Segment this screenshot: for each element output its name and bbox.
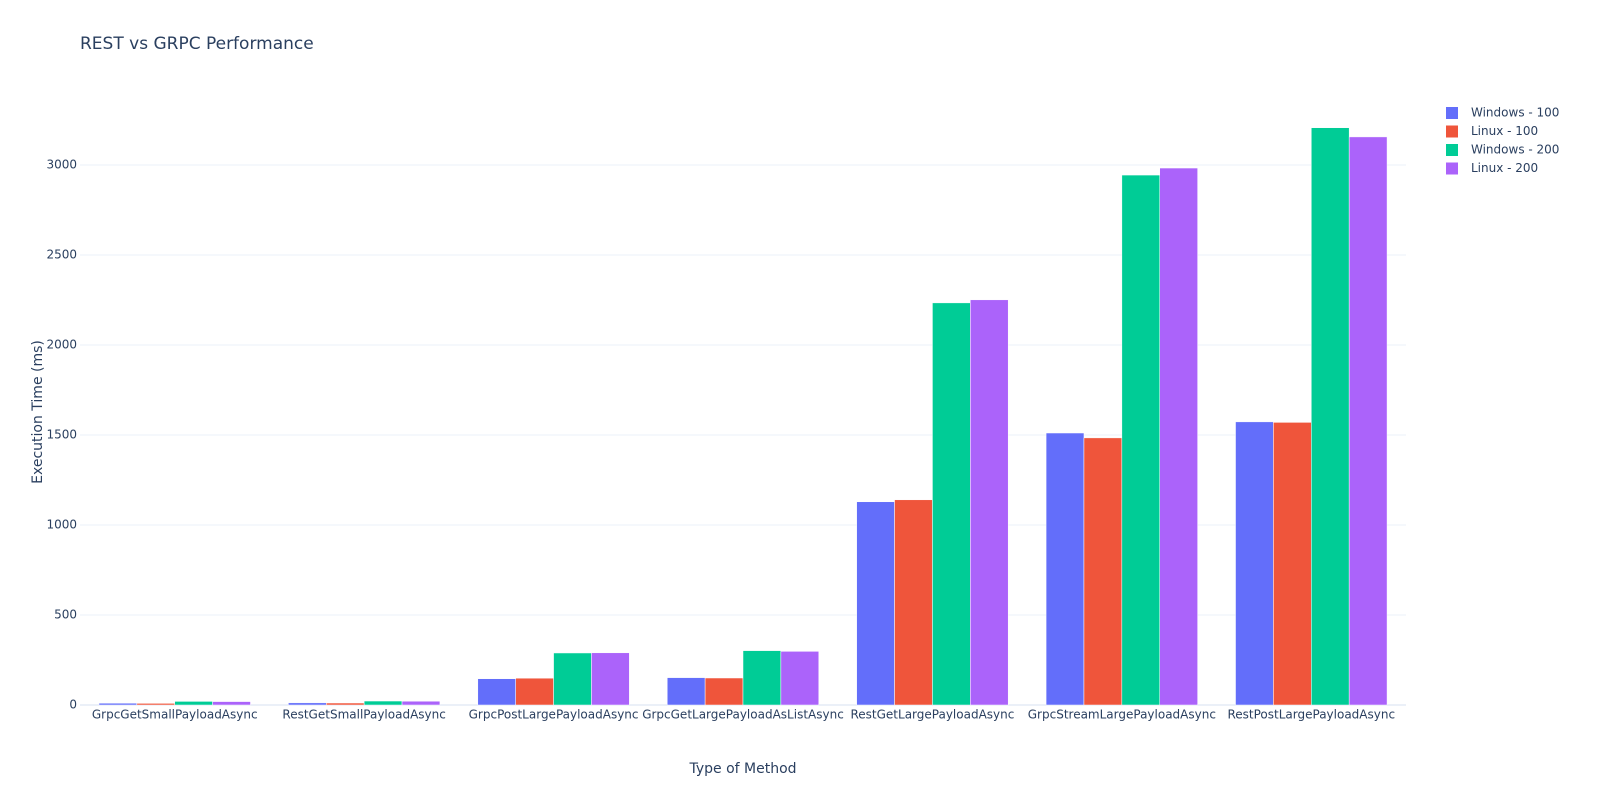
- legend-swatch: [1446, 144, 1458, 156]
- x-tick-label: RestGetLargePayloadAsync: [850, 708, 1014, 722]
- x-tick-label: GrpcStreamLargePayloadAsync: [1028, 708, 1216, 722]
- y-tick-label: 2000: [46, 337, 77, 351]
- bar: [515, 677, 554, 706]
- y-tick-label: 1500: [46, 427, 77, 441]
- bar: [894, 499, 933, 706]
- y-tick-label: 500: [54, 607, 77, 621]
- x-tick-label: GrpcGetSmallPayloadAsync: [92, 708, 258, 722]
- x-axis-title: Type of Method: [688, 761, 796, 777]
- legend-label: Linux - 200: [1471, 161, 1538, 175]
- bar: [1083, 437, 1123, 706]
- chart-title: REST vs GRPC Performance: [80, 34, 314, 54]
- bar: [288, 702, 327, 706]
- bar: [363, 700, 403, 706]
- bar: [1159, 167, 1198, 706]
- legend-label: Linux - 100: [1471, 124, 1538, 138]
- x-tick-label: RestPostLargePayloadAsync: [1227, 708, 1395, 722]
- bar: [98, 702, 138, 706]
- legend-swatch: [1446, 125, 1458, 138]
- x-tick-label: GrpcGetLargePayloadAsListAsync: [642, 708, 844, 722]
- legend-swatch: [1446, 162, 1458, 175]
- bar: [780, 651, 820, 706]
- bar: [932, 302, 971, 706]
- legend-swatch: [1446, 107, 1458, 119]
- bar: [1311, 127, 1350, 706]
- bar: [1121, 174, 1160, 706]
- bar: [742, 650, 782, 706]
- bar: [970, 299, 1009, 706]
- bar: [666, 677, 706, 706]
- bar: [1235, 421, 1274, 706]
- x-tick-label: GrpcPostLargePayloadAsync: [469, 708, 639, 722]
- y-tick-label: 0: [69, 698, 77, 712]
- y-tick-label: 2500: [46, 247, 77, 261]
- bar: [1273, 422, 1312, 706]
- legend-label: Windows - 200: [1471, 143, 1559, 157]
- legend-label: Windows - 100: [1471, 106, 1559, 120]
- bar: [174, 701, 213, 706]
- bar: [1045, 432, 1085, 706]
- bar: [477, 678, 516, 706]
- bar: [136, 703, 175, 706]
- bar: [553, 652, 592, 706]
- y-tick-label: 3000: [46, 157, 77, 171]
- y-axis-title: Execution Time (ms): [30, 340, 46, 484]
- bar: [401, 700, 441, 706]
- x-tick-label: RestGetSmallPayloadAsync: [282, 708, 445, 722]
- bar: [704, 677, 744, 706]
- y-tick-label: 1000: [46, 517, 77, 531]
- bar: [1348, 136, 1388, 706]
- bar: [591, 652, 630, 706]
- bar: [212, 701, 251, 706]
- bar: [326, 702, 365, 706]
- bar: [856, 501, 895, 706]
